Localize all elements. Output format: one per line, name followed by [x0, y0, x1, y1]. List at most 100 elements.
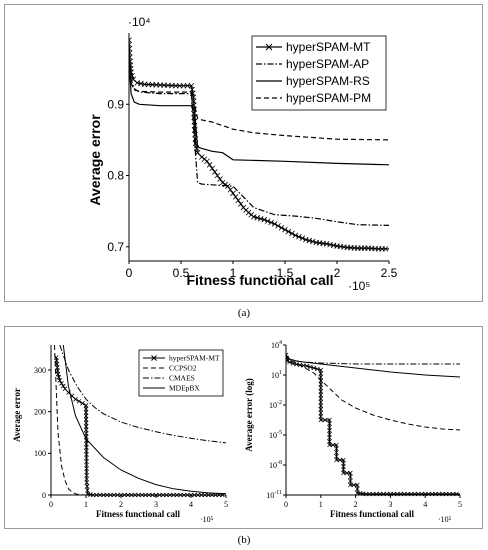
chart-a-series-1: [129, 54, 389, 226]
chart-b-right-marker: [286, 355, 290, 361]
chart-b-right-marker: [374, 491, 379, 497]
chart-b-right-marker: [344, 470, 350, 476]
chart-b-left-marker: [84, 469, 89, 475]
chart-a-marker: [330, 242, 337, 249]
chart-b-right-marker: [377, 491, 383, 497]
chart-b-right-xtick-label: 2: [354, 500, 358, 509]
chart-b-right-ytick-label: 10-8: [269, 460, 282, 470]
chart-a-marker: [254, 214, 261, 221]
chart-b-right-series-1: [286, 354, 460, 431]
chart-b-left-marker: [181, 492, 187, 497]
chart-b-left-legend-label-2: CMAES: [169, 374, 195, 383]
panel-b-frame: [4, 326, 483, 529]
chart-b-right-xlabel: Fitness functional call: [330, 509, 415, 519]
chart-b-right-series-3: [286, 354, 460, 378]
chart-b-left-xtick-label: 2: [119, 500, 123, 509]
chart-b-left-marker: [206, 492, 211, 497]
chart-b-left-marker: [84, 452, 89, 457]
chart-a-marker: [206, 162, 213, 168]
chart-b-right-marker: [318, 367, 324, 373]
chart-b-right-marker: [318, 417, 324, 423]
chart-a: Average error Fitness functional call ·1…: [87, 15, 398, 293]
chart-b-right-marker: [327, 439, 332, 444]
chart-b-left-legend-marker: [151, 355, 157, 361]
chart-b-left-ytick-label: 300: [34, 366, 46, 375]
chart-b-right-marker: [429, 491, 435, 497]
chart-b-left-marker: [83, 417, 89, 422]
chart-b-left-marker: [83, 413, 89, 419]
chart-a-marker: [235, 197, 241, 204]
chart-b-right-xtick-label: 3: [388, 500, 392, 509]
chart-b-left-marker: [84, 480, 89, 485]
chart-a-marker: [268, 219, 274, 226]
chart-a-marker: [212, 169, 218, 175]
chart-a-marker: [382, 246, 389, 252]
chart-b-left-marker: [73, 396, 78, 402]
chart-a-ytick-label: 0.7: [107, 240, 124, 254]
chart-b-left-marker: [118, 492, 124, 497]
chart-a-marker: [278, 224, 285, 231]
chart-a-marker: [176, 82, 183, 89]
chart-a-marker: [230, 190, 236, 197]
chart-a-marker: [303, 236, 309, 243]
chart-a-y-multiplier: ·10⁴: [128, 15, 151, 29]
chart-b-right-ytick-label: 101: [271, 370, 282, 380]
chart-b-left-marker: [84, 476, 89, 482]
chart-a-marker: [264, 218, 271, 224]
chart-b-left-marker: [84, 448, 89, 454]
chart-b-left-marker: [84, 462, 89, 468]
chart-b-right-marker: [327, 442, 332, 448]
chart-b-right-ytick-label: 10-5: [269, 430, 282, 440]
chart-b-right-marker: [341, 470, 346, 476]
chart-b-right-marker: [327, 417, 332, 423]
chart-b-right-marker: [443, 491, 449, 497]
chart-b-right-marker: [440, 491, 445, 497]
chart-a-xtick-label: 2: [334, 266, 341, 280]
chart-b-right-ylabel: Average error (log): [244, 378, 254, 451]
chart-b-right-marker: [408, 491, 414, 497]
chart-b-left-marker: [57, 378, 63, 383]
chart-b-left-ytick-label: 100: [34, 449, 46, 458]
chart-b-left-marker: [125, 492, 131, 497]
chart-b-left-marker: [84, 455, 89, 461]
chart-b-right-marker: [395, 491, 400, 497]
chart-a-marker: [275, 223, 281, 229]
chart-b-right-marker: [348, 474, 353, 480]
chart-a-series-2: [129, 61, 389, 166]
chart-a-marker: [309, 238, 316, 245]
chart-b-left-marker: [84, 445, 89, 450]
chart-b-right-marker: [304, 363, 310, 369]
chart-b-left-xtick-label: 1: [84, 500, 88, 509]
chart-a-marker: [238, 201, 244, 207]
chart-b-left-marker: [84, 466, 89, 471]
chart-b-right-marker: [422, 491, 428, 497]
chart-b-right-marker: [318, 378, 324, 383]
chart-b-right-marker: [318, 410, 324, 416]
chart-b-left-marker: [83, 406, 89, 412]
chart-b-right-marker: [334, 457, 339, 463]
chart-b-right-marker: [381, 491, 386, 497]
chart-b-right-marker: [391, 491, 397, 497]
chart-b-right-marker: [327, 432, 332, 437]
chart-b-right-marker: [341, 464, 346, 469]
chart-b-right-marker: [367, 491, 372, 497]
chart-a-marker: [184, 82, 191, 89]
chart-a-marker: [327, 241, 333, 248]
chart-b-right-marker: [287, 359, 292, 365]
chart-a-marker: [285, 228, 292, 235]
chart-a-xlabel: Fitness functional call: [186, 272, 333, 288]
chart-b-left-xtick-label: 5: [224, 500, 228, 509]
chart-a-marker: [209, 165, 215, 172]
chart-b-left-legend-label-1: CCPSO2: [169, 364, 197, 373]
chart-a-marker: [129, 45, 133, 52]
chart-b-left-marker: [84, 459, 89, 464]
chart-b-right-marker: [341, 460, 346, 466]
chart-b-left-xlabel: Fitness functional call: [96, 509, 181, 519]
chart-b-right-marker: [388, 491, 393, 497]
chart-a-xtick-label: 1: [230, 266, 237, 280]
chart-a-marker: [282, 226, 288, 233]
chart-a-marker: [173, 82, 179, 89]
chart-b-right-marker: [402, 491, 407, 497]
chart-b-right-marker: [334, 453, 339, 459]
